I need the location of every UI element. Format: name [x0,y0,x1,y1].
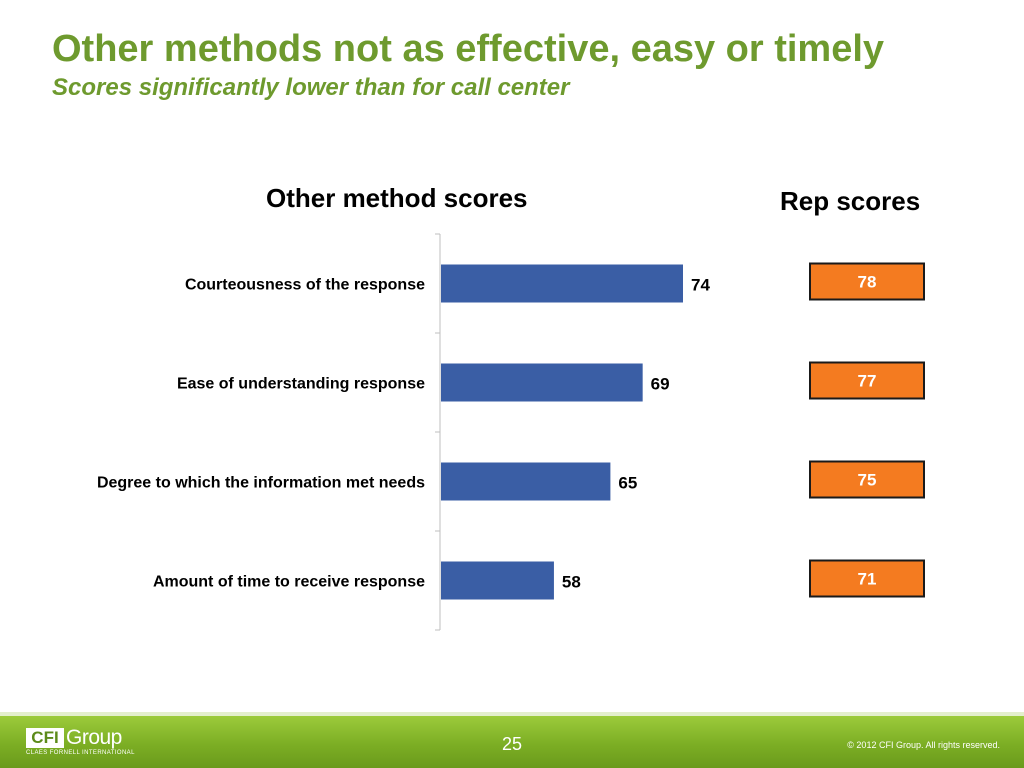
rep-score-value: 77 [858,372,877,391]
category-label: Degree to which the information met need… [97,475,425,492]
bar [441,561,554,600]
page-number: 25 [501,734,523,754]
rep-score-value: 75 [858,471,877,490]
copyright-notice: © 2012 CFI Group. All rights reserved. [847,740,1000,750]
rep-score-value: 78 [858,273,877,292]
bar-value-label: 74 [691,276,710,295]
slide-title: Other methods not as effective, easy or … [52,28,885,70]
bar-chart: Courteousness of the response 74 78 Ease of… [97,233,925,631]
logo-mark: CFI [26,728,64,748]
bar-value-label: 65 [618,474,637,493]
footer-divider [0,712,1024,716]
chart-title: Other method scores [266,183,528,213]
footer-bar [0,716,1024,768]
category-label: Courteousness of the response [185,277,425,294]
rep-scores-title: Rep scores [780,186,921,216]
slide-subtitle: Scores significantly lower than for call… [52,74,570,101]
bar [441,363,643,402]
cfi-group-logo: CFI Group CLAES FORNELL INTERNATIONAL [26,726,136,758]
category-label: Amount of time to receive response [153,574,425,591]
category-label: Ease of understanding response [177,376,425,393]
logo-word: Group [66,726,122,749]
rep-score-box [809,460,925,499]
bar [441,264,683,303]
rep-score-box [809,361,925,400]
bar-value-label: 69 [651,375,670,394]
bar [441,462,611,501]
rep-score-box [809,262,925,301]
logo-tagline: CLAES FORNELL INTERNATIONAL [26,750,135,756]
rep-score-box [809,559,925,598]
bar-value-label: 58 [562,573,581,592]
rep-score-value: 71 [858,570,877,589]
